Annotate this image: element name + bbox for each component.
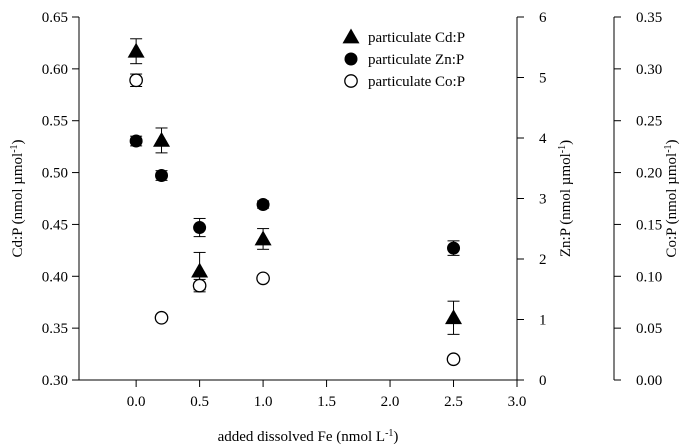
data-point-zn (447, 241, 461, 255)
data-point-zn (193, 221, 207, 235)
data-point-zn (256, 198, 270, 212)
y-tick-label-co: 0.00 (636, 373, 662, 389)
data-point-zn (155, 169, 169, 183)
data-point-co (446, 352, 461, 367)
data-point-cd (127, 42, 145, 58)
data-point-cd (191, 262, 209, 278)
y-tick-label-zn: 6 (539, 10, 547, 26)
y-tick-label-co: 0.25 (636, 114, 662, 130)
x-tick-label: 3.0 (508, 394, 527, 410)
y-tick-label-zn: 0 (539, 373, 547, 389)
y-tick-label-zn: 4 (539, 131, 547, 147)
y-tick-label-cd: 0.35 (42, 321, 68, 337)
y-axis-title-zn: Zn:P (nmol µmol-1) (557, 140, 575, 257)
legend-label-zn: particulate Zn:P (368, 52, 464, 68)
data-point-co (154, 310, 169, 325)
x-tick-label: 1.5 (317, 394, 336, 410)
y-tick-label-cd: 0.45 (42, 217, 68, 233)
y-tick-label-zn: 2 (539, 252, 547, 268)
y-tick-label-cd: 0.50 (42, 166, 68, 182)
data-point-cd (254, 230, 272, 246)
x-tick-label: 1.0 (254, 394, 273, 410)
y-axis-title-co: Co:P (nmol µmol-1) (663, 139, 681, 257)
data-point-cd (445, 309, 463, 325)
data-point-cd (153, 131, 171, 147)
y-tick-label-zn: 3 (539, 192, 547, 208)
legend-marker-cd (342, 28, 360, 44)
y-tick-label-cd: 0.30 (42, 373, 68, 389)
legend-label-cd: particulate Cd:P (368, 30, 465, 46)
legend-marker-zn (344, 52, 358, 66)
y-tick-label-zn: 1 (539, 313, 547, 329)
legend-marker-co (344, 74, 358, 88)
y-tick-label-co: 0.35 (636, 10, 662, 26)
legend: particulate Cd:P particulate Zn:P particul… (342, 28, 465, 90)
data-point-zn (129, 134, 143, 148)
y-tick-label-co: 0.30 (636, 62, 662, 78)
y-tick-label-cd: 0.55 (42, 114, 68, 130)
ticks-layer: 0.0 0.5 1.0 1.5 2.0 2.5 3.0 0.30 0.35 0.40 0.45 0.5… (42, 10, 663, 410)
data-point-co (129, 73, 143, 88)
y-tick-label-cd: 0.40 (42, 269, 68, 285)
axes-layer (78, 17, 615, 381)
marks-layer (127, 38, 463, 367)
data-point-co (192, 278, 207, 293)
data-point-co (256, 271, 270, 286)
x-tick-label: 2.0 (381, 394, 400, 410)
y-tick-label-co: 0.10 (636, 269, 662, 285)
x-tick-label: 0.5 (190, 394, 209, 410)
y-tick-label-co: 0.05 (636, 321, 662, 337)
y-tick-label-co: 0.20 (636, 166, 662, 182)
y-tick-label-co: 0.15 (636, 217, 662, 233)
x-axis-title: added dissolved Fe (nmol L-1) (218, 428, 399, 446)
y-tick-label-cd: 0.60 (42, 62, 68, 78)
legend-label-co: particulate Co:P (368, 74, 465, 90)
x-tick-label: 2.5 (444, 394, 463, 410)
y-tick-label-cd: 0.65 (42, 10, 68, 26)
x-tick-label: 0.0 (127, 394, 146, 410)
y-axis-title-cd: Cd:P (nmol µmol-1) (9, 139, 27, 257)
y-tick-label-zn: 5 (539, 71, 547, 87)
axis-titles: added dissolved Fe (nmol L-1) Cd:P (nmol … (9, 139, 681, 445)
